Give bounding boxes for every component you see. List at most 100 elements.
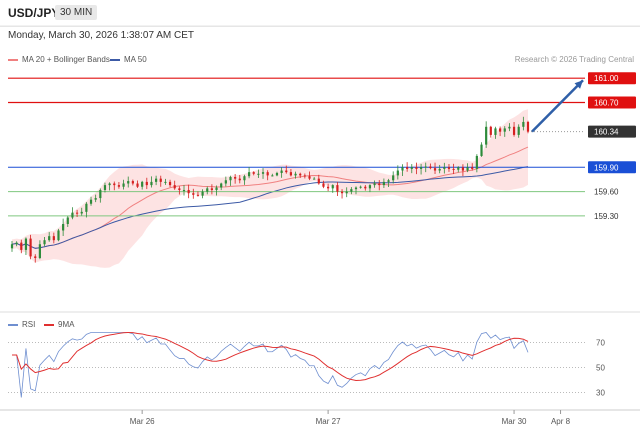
candle bbox=[103, 182, 107, 193]
candle-body bbox=[424, 166, 427, 168]
candle-body bbox=[299, 173, 302, 176]
candle bbox=[80, 207, 83, 216]
rsi-tick-label-50: 50 bbox=[596, 364, 605, 373]
candle bbox=[159, 175, 162, 187]
candle-body bbox=[340, 191, 344, 194]
candle-body bbox=[327, 186, 330, 189]
candle bbox=[522, 116, 525, 131]
candle-body bbox=[117, 185, 121, 187]
level-tag-161.00 bbox=[588, 72, 636, 85]
candle-body bbox=[52, 236, 55, 241]
candle-body bbox=[447, 167, 451, 169]
legend-rsi-ma: 9MA bbox=[44, 320, 74, 329]
candle-body bbox=[485, 126, 488, 145]
candle-body bbox=[136, 183, 139, 187]
timeframe-button[interactable]: 30 MIN bbox=[55, 5, 98, 20]
candle bbox=[29, 234, 32, 260]
candle bbox=[466, 163, 469, 173]
candle bbox=[378, 180, 381, 191]
legend-rsi-swatch bbox=[8, 323, 18, 326]
candle bbox=[471, 163, 474, 171]
candle-body bbox=[364, 186, 367, 189]
candle bbox=[299, 172, 302, 178]
candle-body bbox=[396, 170, 399, 176]
candle bbox=[10, 241, 14, 252]
candle bbox=[247, 166, 251, 179]
candle-body bbox=[206, 188, 209, 192]
candle-body bbox=[145, 181, 148, 186]
level-label-160.34: 160.34 bbox=[594, 128, 619, 137]
candle bbox=[526, 120, 530, 134]
legend-ma50-swatch bbox=[110, 58, 120, 61]
candle bbox=[350, 187, 353, 195]
legend-ma20-label: MA 20 + Bollinger Bands bbox=[22, 55, 110, 64]
candle-body bbox=[34, 256, 37, 259]
candle-body bbox=[438, 168, 441, 171]
candle bbox=[494, 126, 497, 139]
candle-body bbox=[336, 185, 339, 192]
candle bbox=[220, 182, 223, 191]
candle bbox=[43, 236, 46, 247]
candle bbox=[322, 180, 325, 189]
candle bbox=[178, 186, 181, 195]
candle-body bbox=[247, 172, 251, 177]
level-label-161.00: 161.00 bbox=[594, 74, 619, 83]
candle bbox=[173, 180, 176, 190]
candle-body bbox=[178, 188, 181, 190]
candle bbox=[289, 168, 293, 177]
symbol-label[interactable]: USD/JPY bbox=[8, 6, 60, 20]
ma50-line bbox=[11, 166, 529, 249]
candle-body bbox=[150, 181, 153, 186]
candle-body bbox=[503, 128, 506, 132]
candle-body bbox=[489, 126, 492, 135]
candle-body bbox=[99, 189, 102, 199]
candle-body bbox=[122, 183, 125, 187]
candle-body bbox=[512, 126, 516, 135]
candle bbox=[15, 241, 18, 247]
candle-body bbox=[141, 181, 144, 187]
legend-rsi-ma-label: 9MA bbox=[58, 320, 75, 329]
candle-body bbox=[38, 244, 41, 259]
candle bbox=[145, 177, 148, 190]
candle-body bbox=[243, 176, 246, 181]
candle-body bbox=[526, 121, 530, 132]
candle bbox=[508, 123, 511, 132]
rsi-tick-label-70: 70 bbox=[596, 339, 605, 348]
candle-body bbox=[285, 170, 288, 173]
candle bbox=[392, 171, 395, 184]
forecast-arrow-line bbox=[531, 79, 584, 133]
candle bbox=[108, 182, 111, 191]
candle bbox=[452, 163, 455, 175]
candle bbox=[406, 162, 409, 172]
candle bbox=[234, 173, 237, 184]
candle bbox=[117, 182, 121, 189]
candle-body bbox=[192, 193, 195, 195]
candle bbox=[94, 194, 97, 203]
candle bbox=[280, 167, 283, 178]
candle bbox=[215, 185, 218, 196]
legend-ma50-label: MA 50 bbox=[124, 55, 147, 64]
candle-body bbox=[387, 180, 390, 182]
candle bbox=[415, 162, 418, 175]
candle bbox=[485, 121, 488, 148]
candle bbox=[196, 191, 200, 197]
candle bbox=[131, 179, 134, 186]
legend-ma20: MA 20 + Bollinger Bands bbox=[8, 55, 110, 64]
candle bbox=[457, 166, 460, 173]
candle bbox=[62, 218, 65, 237]
candle-body bbox=[359, 186, 362, 188]
candle bbox=[57, 228, 60, 242]
candle bbox=[136, 180, 139, 188]
candle bbox=[210, 184, 213, 195]
candle bbox=[331, 184, 334, 193]
candle bbox=[364, 185, 367, 191]
candle-body bbox=[48, 236, 51, 241]
candle bbox=[182, 184, 186, 196]
candle-body bbox=[210, 188, 213, 190]
candle bbox=[359, 185, 362, 189]
x-tick-label: Mar 30 bbox=[502, 417, 527, 426]
candle-body bbox=[517, 126, 520, 135]
candle-body bbox=[108, 183, 111, 186]
candle-body bbox=[71, 212, 74, 218]
